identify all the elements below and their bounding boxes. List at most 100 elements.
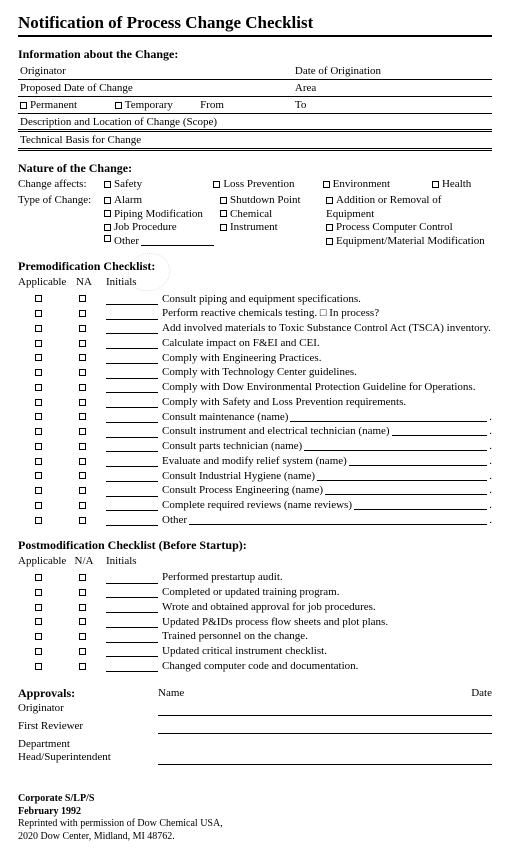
checkbox-na[interactable] (62, 514, 106, 528)
checkbox-na[interactable] (62, 411, 106, 425)
checkbox-na[interactable] (62, 499, 106, 513)
checkbox-na[interactable] (62, 470, 106, 484)
initials-field[interactable] (106, 456, 158, 467)
initials-field[interactable] (106, 573, 158, 584)
checkbox-na[interactable] (62, 601, 106, 615)
checkbox-applicable[interactable] (18, 381, 62, 395)
initials-field[interactable] (106, 486, 158, 497)
type-alarm[interactable]: Alarm (104, 194, 214, 208)
approval-signature-line[interactable] (158, 702, 492, 716)
type-addition-or-removal-of-equipment[interactable]: Addition or Removal of Equipment (326, 194, 492, 222)
checkbox-applicable[interactable] (18, 307, 62, 321)
checkbox-na[interactable] (62, 396, 106, 410)
description-field[interactable]: Description and Location of Change (Scop… (18, 115, 492, 131)
checkbox-na[interactable] (62, 293, 106, 307)
checkbox-applicable[interactable] (18, 352, 62, 366)
from-field[interactable]: From (198, 98, 293, 114)
affects-health[interactable]: Health (432, 178, 492, 192)
temporary-checkbox[interactable]: Temporary (113, 98, 198, 114)
approval-signature-line[interactable] (158, 751, 492, 765)
checkbox-applicable[interactable] (18, 322, 62, 336)
proposed-date-field[interactable]: Proposed Date of Change (18, 81, 293, 97)
checkbox-na[interactable] (62, 660, 106, 674)
checkbox-na[interactable] (62, 425, 106, 439)
initials-field[interactable] (106, 427, 158, 438)
type-instrument[interactable]: Instrument (220, 221, 320, 235)
checkbox-applicable[interactable] (18, 616, 62, 630)
checkbox-applicable[interactable] (18, 440, 62, 454)
checkbox-applicable[interactable] (18, 366, 62, 380)
checkbox-applicable[interactable] (18, 645, 62, 659)
initials-field[interactable] (106, 382, 158, 393)
initials-field[interactable] (106, 368, 158, 379)
initials-field[interactable] (106, 500, 158, 511)
area-field[interactable]: Area (293, 81, 492, 97)
checklist-item: Consult Industrial Hygiene (name) . (158, 470, 492, 484)
initials-field[interactable] (106, 617, 158, 628)
checkbox-na[interactable] (62, 337, 106, 351)
checkbox-na[interactable] (62, 366, 106, 380)
checkbox-applicable[interactable] (18, 660, 62, 674)
type-chemical[interactable]: Chemical (220, 208, 320, 222)
checkbox-na[interactable] (62, 571, 106, 585)
type-shutdown-point[interactable]: Shutdown Point (220, 194, 320, 208)
type-job-procedure[interactable]: Job Procedure (104, 221, 214, 235)
initials-field[interactable] (106, 646, 158, 657)
checkbox-applicable[interactable] (18, 601, 62, 615)
type-other[interactable]: Other (104, 235, 214, 249)
initials-field[interactable] (106, 412, 158, 423)
checkbox-applicable[interactable] (18, 630, 62, 644)
affects-environment[interactable]: Environment (323, 178, 428, 192)
checkbox-applicable[interactable] (18, 455, 62, 469)
initials-field[interactable] (106, 441, 158, 452)
initials-field[interactable] (106, 323, 158, 334)
checkbox-applicable[interactable] (18, 425, 62, 439)
checkbox-applicable[interactable] (18, 586, 62, 600)
initials-field[interactable] (106, 661, 158, 672)
type-process-computer-control[interactable]: Process Computer Control (326, 221, 492, 235)
checkbox-na[interactable] (62, 455, 106, 469)
checkbox-applicable[interactable] (18, 571, 62, 585)
initials-field[interactable] (106, 309, 158, 320)
checkbox-applicable[interactable] (18, 396, 62, 410)
checkbox-applicable[interactable] (18, 499, 62, 513)
initials-field[interactable] (106, 353, 158, 364)
checkbox-na[interactable] (62, 322, 106, 336)
checkbox-na[interactable] (62, 440, 106, 454)
permanent-checkbox[interactable]: Permanent (18, 98, 113, 114)
type-piping-modification[interactable]: Piping Modification (104, 208, 214, 222)
checkbox-applicable[interactable] (18, 293, 62, 307)
type-equipment-material-modification[interactable]: Equipment/Material Modification (326, 235, 492, 249)
initials-field[interactable] (106, 294, 158, 305)
originator-field[interactable]: Originator (18, 64, 293, 80)
affects-safety[interactable]: Safety (104, 178, 209, 192)
initials-field[interactable] (106, 587, 158, 598)
checkbox-na[interactable] (62, 645, 106, 659)
date-origination-field[interactable]: Date of Origination (293, 64, 492, 80)
checkbox-applicable[interactable] (18, 411, 62, 425)
checkbox-na[interactable] (62, 484, 106, 498)
affects-loss-prevention[interactable]: Loss Prevention (213, 178, 318, 192)
approval-signature-line[interactable] (158, 720, 492, 734)
checkbox-na[interactable] (62, 307, 106, 321)
initials-field[interactable] (106, 632, 158, 643)
checklist-item: Performed prestartup audit. (158, 571, 492, 585)
initials-field[interactable] (106, 338, 158, 349)
checkbox-na[interactable] (62, 630, 106, 644)
initials-field[interactable] (106, 397, 158, 408)
checkbox-applicable[interactable] (18, 484, 62, 498)
postmod-col-initials: Initials (106, 555, 158, 571)
to-field[interactable]: To (293, 98, 492, 114)
checkbox-applicable[interactable] (18, 514, 62, 528)
initials-field[interactable] (106, 602, 158, 613)
initials-field[interactable] (106, 515, 158, 526)
approvals-heading: Approvals: (18, 686, 158, 701)
checkbox-na[interactable] (62, 616, 106, 630)
checkbox-na[interactable] (62, 352, 106, 366)
checkbox-applicable[interactable] (18, 470, 62, 484)
initials-field[interactable] (106, 471, 158, 482)
checkbox-na[interactable] (62, 586, 106, 600)
tech-basis-field[interactable]: Technical Basis for Change (18, 133, 492, 149)
checkbox-na[interactable] (62, 381, 106, 395)
checkbox-applicable[interactable] (18, 337, 62, 351)
